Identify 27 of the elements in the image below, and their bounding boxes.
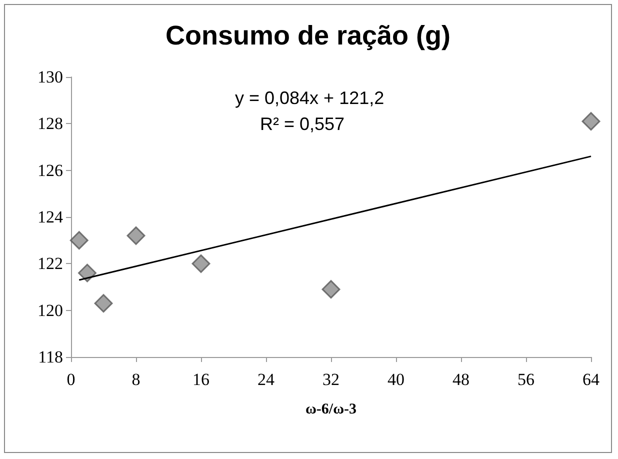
point (582, 112, 600, 131)
y-tick-label: 120 (38, 300, 63, 320)
y-tick-label: 124 (38, 208, 64, 226)
point (322, 280, 340, 299)
point (70, 231, 88, 250)
x-tick-label: 0 (66, 370, 76, 389)
x-tick-label: 16 (192, 370, 210, 389)
x-tick-label: 40 (388, 370, 404, 389)
chart-title: Consumo de ração (g) (165, 20, 451, 50)
y-tick-label: 130 (38, 68, 63, 86)
point (94, 294, 113, 313)
x-tick-label: 64 (582, 370, 600, 389)
x-tick-label: 32 (322, 370, 340, 389)
annotation: R² = 0,557 (260, 114, 345, 134)
point (192, 254, 210, 273)
y-tick-label: 126 (38, 160, 63, 180)
annotation: y = 0,084x + 121,2 (235, 88, 384, 108)
point (126, 226, 146, 245)
x-axis-title: ω-6/ω-3 (305, 402, 357, 418)
point (78, 264, 96, 282)
x-tick-label: 48 (452, 370, 470, 389)
y-tick-label: 118 (38, 348, 63, 366)
x-tick-label: 8 (132, 370, 140, 389)
x-tick-label: 56 (518, 370, 534, 389)
y-tick-label: 128 (38, 114, 63, 134)
x-tick-label: 24 (258, 370, 275, 389)
y-tick-label: 122 (38, 254, 63, 274)
